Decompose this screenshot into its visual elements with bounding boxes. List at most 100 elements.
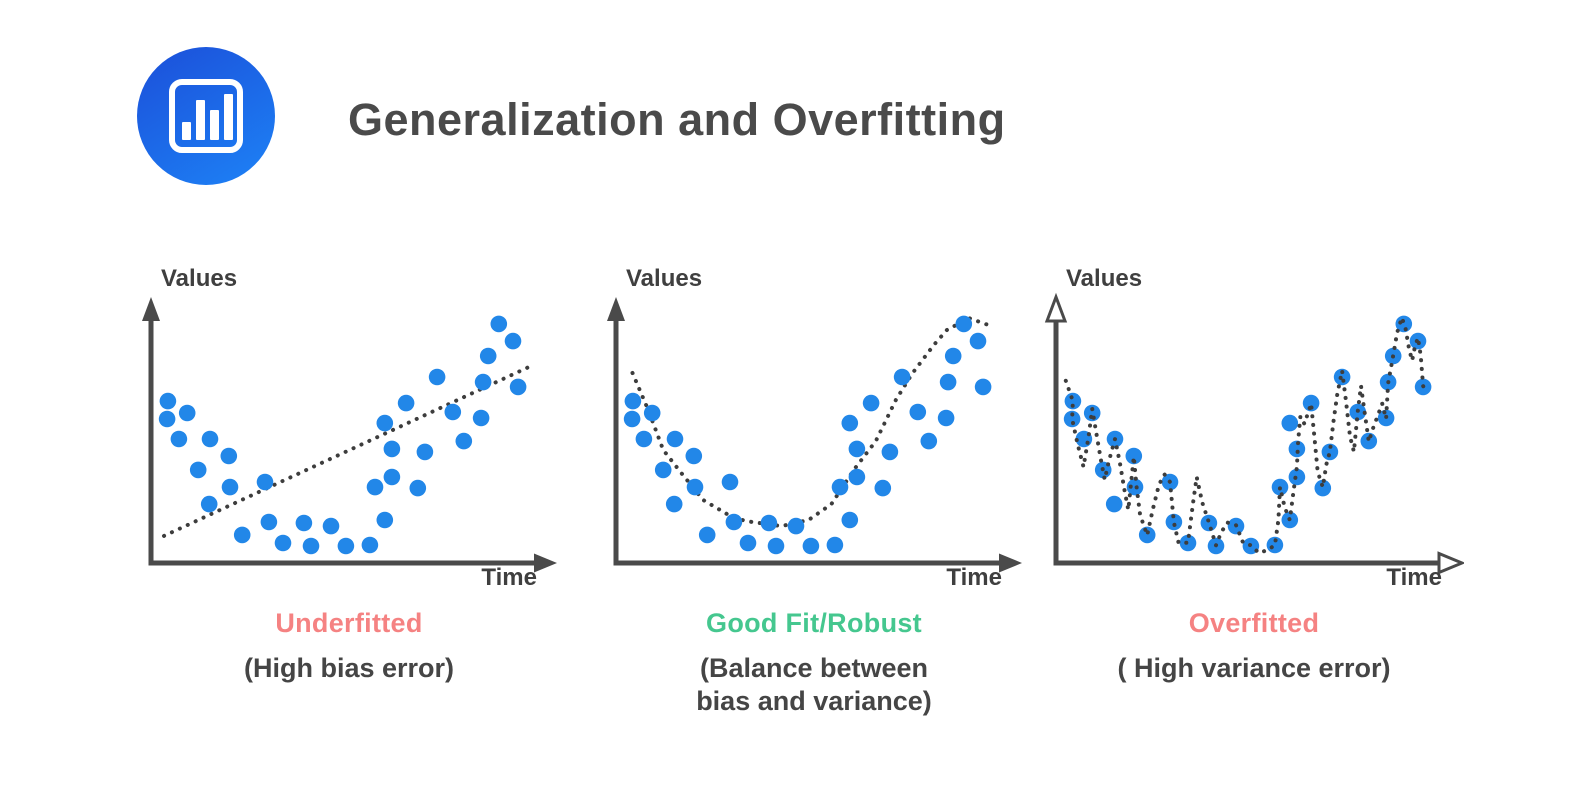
data-point	[831, 478, 849, 496]
data-point	[862, 394, 880, 412]
x-axis-arrow-icon	[534, 553, 557, 573]
data-point	[256, 473, 274, 491]
data-point	[909, 403, 927, 421]
data-point	[787, 517, 805, 535]
y-axis-label: Values	[161, 265, 238, 292]
data-point	[1266, 536, 1284, 554]
data-point	[841, 414, 859, 432]
data-point	[159, 392, 177, 410]
data-point	[944, 347, 962, 365]
data-point	[474, 373, 492, 391]
data-point	[686, 478, 704, 496]
data-point	[920, 432, 938, 450]
data-point	[397, 394, 415, 412]
chart-subtitle-line: (Balance between	[699, 653, 929, 683]
y-axis-arrow-icon	[607, 297, 625, 321]
data-point	[472, 409, 490, 427]
data-point	[1321, 443, 1339, 461]
data-point	[1125, 447, 1143, 465]
icon-bar	[224, 94, 233, 140]
caption-underfitted: Underfitted (High bias error)	[139, 607, 559, 685]
data-point	[479, 347, 497, 365]
bar-chart-icon	[137, 47, 275, 185]
data-point	[416, 443, 434, 461]
data-point	[170, 430, 188, 448]
icon-bar	[182, 122, 191, 140]
data-point	[893, 368, 911, 386]
data-point	[260, 513, 278, 531]
data-point	[383, 440, 401, 458]
data-point	[881, 443, 899, 461]
data-point	[1063, 410, 1081, 428]
data-point	[1360, 432, 1378, 450]
data-point	[848, 440, 866, 458]
chart-subtitle-overfitted: ( High variance error)	[1044, 652, 1464, 685]
data-point	[874, 479, 892, 497]
x-axis-arrow-icon	[999, 553, 1022, 573]
data-point	[376, 414, 394, 432]
data-point	[974, 378, 992, 396]
data-point	[490, 315, 508, 333]
data-point	[624, 392, 642, 410]
y-axis-arrow-icon	[1044, 292, 1068, 323]
data-point	[937, 409, 955, 427]
scatter-plot-overfitted	[1044, 292, 1464, 575]
x-axis-label: Time	[481, 564, 537, 591]
data-point	[955, 315, 973, 333]
x-axis-label: Time	[1386, 564, 1442, 591]
icon-bar	[210, 110, 219, 140]
data-point	[760, 514, 778, 532]
data-point	[220, 447, 238, 465]
data-point	[969, 332, 987, 350]
chart-title-underfitted: Underfitted	[275, 608, 423, 638]
data-point	[158, 410, 176, 428]
data-point	[322, 517, 340, 535]
data-point	[635, 430, 653, 448]
data-point	[1314, 479, 1332, 497]
data-point	[504, 332, 522, 350]
scatter-plot-underfitted	[142, 297, 557, 573]
y-axis-label: Values	[1066, 265, 1143, 292]
data-point	[685, 447, 703, 465]
data-point	[189, 461, 207, 479]
data-point	[802, 537, 820, 555]
data-point	[1200, 514, 1218, 532]
icon-bar	[196, 100, 205, 140]
data-point	[721, 473, 739, 491]
fit-line-smooth	[630, 316, 993, 529]
data-point	[1395, 315, 1413, 333]
y-axis-arrow-icon	[142, 297, 160, 321]
data-point	[698, 526, 716, 544]
fit-line-linear	[162, 364, 532, 538]
data-point	[1105, 495, 1123, 513]
data-point	[1281, 414, 1299, 432]
chart-title-overfitted: Overfitted	[1188, 608, 1320, 638]
caption-overfitted: Overfitted ( High variance error)	[1044, 607, 1464, 685]
data-point	[643, 404, 661, 422]
data-point	[295, 514, 313, 532]
data-point	[1165, 513, 1183, 531]
data-point	[1064, 392, 1082, 410]
data-point	[178, 404, 196, 422]
data-point	[376, 511, 394, 529]
chart-subtitle-good-fit: (Balance between bias and variance)	[604, 652, 1024, 718]
caption-good-fit: Good Fit/Robust (Balance between bias and…	[604, 607, 1024, 718]
data-point	[409, 479, 427, 497]
data-point	[826, 536, 844, 554]
chart-subtitle-line: bias and variance)	[696, 686, 932, 716]
data-point	[1302, 394, 1320, 412]
data-point	[200, 495, 218, 513]
data-point	[361, 536, 379, 554]
data-point	[428, 368, 446, 386]
data-point	[455, 432, 473, 450]
chart-panel-overfitted: Values Time Overfitted ( High variance e…	[1044, 255, 1464, 685]
scatter-dots	[1063, 315, 1432, 555]
data-point	[654, 461, 672, 479]
data-point	[201, 430, 219, 448]
data-point	[1288, 440, 1306, 458]
scatter-plot-good-fit	[607, 297, 1022, 573]
data-point	[848, 468, 866, 486]
data-point	[623, 410, 641, 428]
data-point	[366, 478, 384, 496]
